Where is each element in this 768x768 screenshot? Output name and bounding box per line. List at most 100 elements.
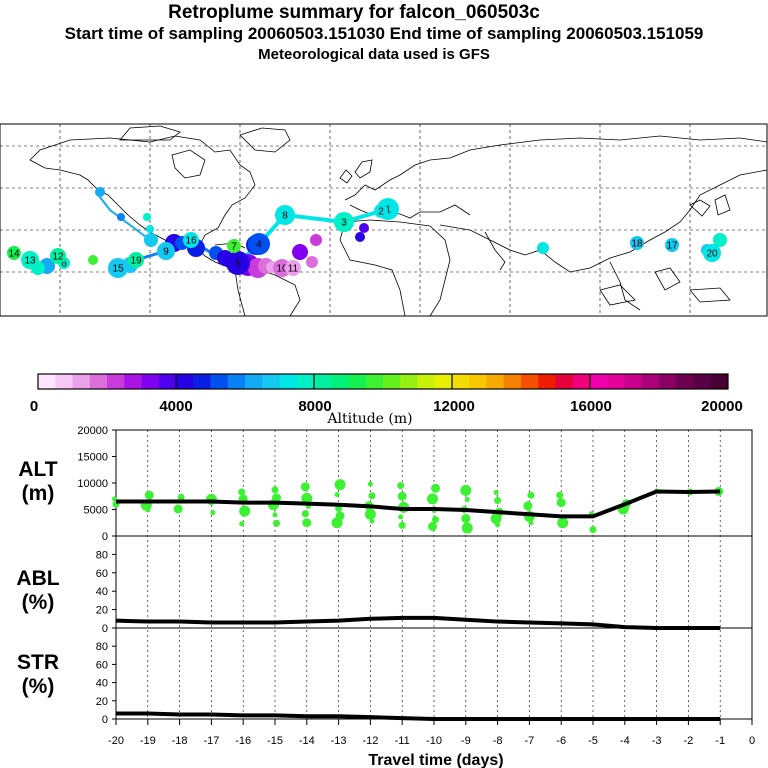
colorbar-cell [434,374,453,389]
x-axis-label: Travel time (days) [368,752,503,768]
colorbar-cell [555,374,574,389]
colorbar-cell [227,374,246,389]
altitude-scatter [112,479,724,534]
x-tick-label: -15 [267,735,283,747]
altitude-point [461,514,471,524]
colorbar-cell [383,374,401,389]
colorbar-cell [624,374,643,389]
altitude-point [273,519,280,527]
altitude-point [428,521,437,531]
altitude-point [300,482,310,492]
colorbar-cell [296,374,315,389]
y-tick-label: 40 [96,678,108,690]
altitude-point [397,482,405,490]
plume-puff [117,213,125,221]
altitude-point [331,517,343,529]
colorbar-cell [245,374,263,389]
y-tick-label: 80 [96,641,108,653]
met-data-note: Meteorological data used is GFS [258,46,490,63]
altitude-point [301,492,313,504]
colorbar-cell [590,374,608,389]
colorbar-cell [572,374,591,389]
colorbar-cell [503,374,522,389]
day-marker [334,212,354,232]
x-tick-label: -20 [108,735,124,747]
y-tick-label: 20000 [77,425,108,437]
day-label: 19 [130,256,142,267]
colorbar-cell [331,374,349,389]
x-tick-label: -3 [652,735,662,747]
colorbar-cell [417,374,436,389]
colorbar-cell [141,374,160,389]
colorbar-cell [607,374,625,389]
day-marker [630,236,644,250]
y-tick-label: 15000 [77,452,108,464]
y-tick-label: 20 [96,605,108,617]
day-marker [248,233,270,255]
day-label: 17 [666,241,678,252]
colorbar-cell [314,374,332,389]
colorbar-cell [55,374,73,389]
y-tick-label: 0 [102,714,108,726]
altitude-point [523,501,533,511]
altitude-point [112,496,117,502]
x-tick-label: -2 [684,735,694,747]
y-tick-label: 60 [96,659,108,671]
x-tick-label: -5 [588,735,598,747]
colorbar-cell [400,374,418,389]
altitude-point [528,520,534,526]
y-tick-label: 10000 [77,478,108,490]
plume-puff [310,234,322,246]
altitude-point [368,492,376,500]
y-tick-label: 40 [96,586,108,598]
sampling-times: Start time of sampling 20060503.151030 E… [64,24,704,43]
altitude-point [144,490,154,500]
altitude-point [464,496,470,502]
altitude-point [238,488,246,496]
chart-title: Retroplume summary for falcon_060503c [168,2,540,23]
colorbar-label: Altitude (m) [326,411,412,427]
altitude-point [301,510,309,518]
day-marker [183,232,199,248]
y-tick-label: 80 [96,549,108,561]
altitude-point [427,493,438,505]
day-label: 12 [52,252,64,263]
day-label: 20 [706,249,718,260]
plume-puff [95,187,105,197]
altitude-point [432,516,439,524]
day-marker [665,238,679,252]
day-label: 4 [256,240,262,251]
colorbar-tick: 4000 [159,398,192,415]
colorbar-cell [107,374,125,389]
altitude-point [495,522,501,528]
day-label: 2 [378,207,384,218]
day-label: 10 [276,264,288,275]
day-marker [108,258,128,278]
colorbar-cell [486,374,505,389]
altitude-point [490,513,502,525]
x-tick-label: -13 [331,735,347,747]
day-label: 3 [341,218,347,229]
altitude-point [556,491,564,499]
colorbar-cell [641,374,660,389]
colorbar-cell [158,374,177,389]
day-label: 9 [163,247,169,258]
x-tick-label: -6 [556,735,566,747]
day-marker [374,204,388,218]
colorbar-cell [89,374,108,389]
colorbar-cell [262,374,280,389]
str-panel-label: STR [17,651,59,674]
x-tick-label: -12 [362,735,378,747]
colorbar-cell [710,374,729,389]
day-marker [703,244,721,262]
day-label: 1 [385,205,391,216]
alt-panel-unit: (m) [22,482,55,505]
plume-puff [146,225,154,233]
alt-panel-label: ALT [18,458,57,481]
altitude-point [589,526,597,534]
altitude-point [272,512,278,518]
colorbar-cell [38,374,56,389]
colorbar-cell [193,374,211,389]
x-tick-label: -14 [299,735,315,747]
